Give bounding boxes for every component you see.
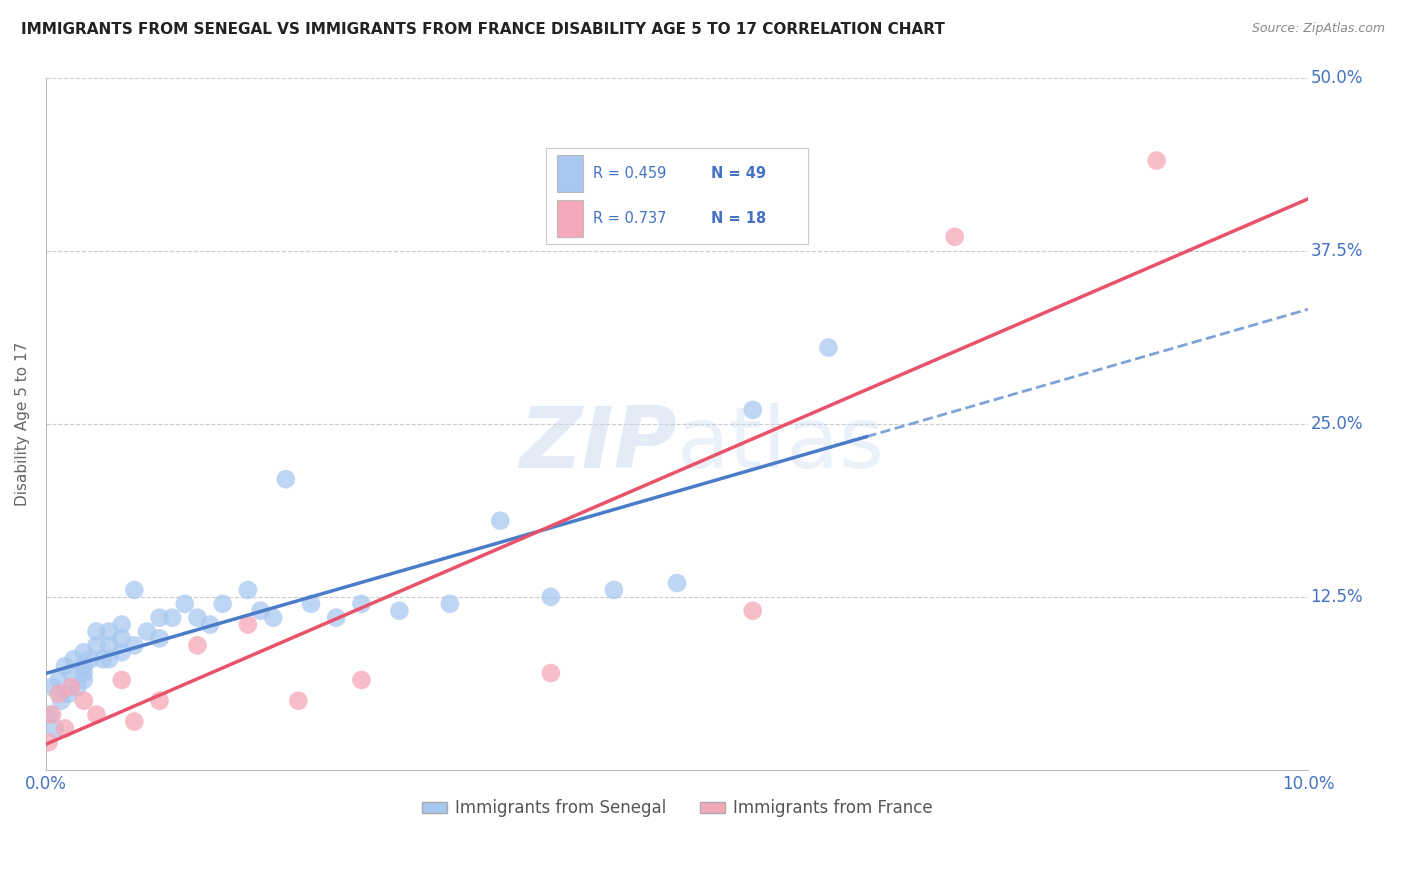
Text: 37.5%: 37.5% bbox=[1310, 242, 1362, 260]
Legend: Immigrants from Senegal, Immigrants from France: Immigrants from Senegal, Immigrants from… bbox=[415, 793, 939, 824]
Point bbox=[148, 610, 170, 624]
Point bbox=[73, 694, 96, 708]
Point bbox=[44, 722, 66, 736]
Point bbox=[111, 673, 134, 687]
Point bbox=[111, 617, 134, 632]
Point bbox=[148, 632, 170, 646]
FancyBboxPatch shape bbox=[557, 200, 583, 236]
Point bbox=[211, 597, 233, 611]
Point bbox=[60, 680, 83, 694]
Point bbox=[325, 610, 347, 624]
Point bbox=[124, 714, 146, 729]
Point bbox=[741, 403, 763, 417]
Point bbox=[236, 582, 259, 597]
Point bbox=[98, 624, 121, 639]
Text: atlas: atlas bbox=[678, 403, 884, 486]
Text: N = 49: N = 49 bbox=[711, 166, 766, 181]
Text: 12.5%: 12.5% bbox=[1310, 588, 1364, 606]
Text: N = 18: N = 18 bbox=[711, 211, 766, 226]
Point bbox=[299, 597, 322, 611]
Point bbox=[1146, 153, 1168, 168]
Point bbox=[173, 597, 195, 611]
Point bbox=[98, 652, 121, 666]
Point bbox=[111, 645, 134, 659]
Point bbox=[388, 604, 411, 618]
Point bbox=[86, 707, 108, 722]
Y-axis label: Disability Age 5 to 17: Disability Age 5 to 17 bbox=[15, 342, 30, 506]
Point bbox=[603, 582, 626, 597]
Point bbox=[943, 229, 966, 244]
Point bbox=[540, 666, 562, 681]
Point bbox=[98, 638, 121, 652]
Point bbox=[236, 617, 259, 632]
Point bbox=[249, 604, 271, 618]
Point bbox=[186, 610, 208, 624]
FancyBboxPatch shape bbox=[557, 155, 583, 192]
Point bbox=[53, 722, 76, 736]
Point bbox=[186, 638, 208, 652]
Point bbox=[37, 735, 59, 749]
Point bbox=[86, 624, 108, 639]
Point bbox=[38, 707, 60, 722]
Point bbox=[817, 341, 839, 355]
Point bbox=[198, 617, 221, 632]
Point bbox=[124, 582, 146, 597]
Point bbox=[79, 652, 101, 666]
Point bbox=[148, 694, 170, 708]
Text: ZIP: ZIP bbox=[519, 403, 678, 486]
Point bbox=[350, 673, 373, 687]
Point bbox=[48, 673, 70, 687]
Text: 50.0%: 50.0% bbox=[1310, 69, 1362, 87]
Point bbox=[124, 638, 146, 652]
Text: R = 0.459: R = 0.459 bbox=[593, 166, 666, 181]
Point bbox=[287, 694, 309, 708]
Point bbox=[60, 666, 83, 681]
Point bbox=[160, 610, 183, 624]
Point bbox=[73, 673, 96, 687]
Point bbox=[111, 632, 134, 646]
Point bbox=[86, 638, 108, 652]
Point bbox=[73, 645, 96, 659]
Text: 25.0%: 25.0% bbox=[1310, 415, 1362, 433]
Point bbox=[666, 576, 689, 591]
Point bbox=[91, 652, 114, 666]
Point bbox=[41, 680, 63, 694]
Point bbox=[350, 597, 373, 611]
Point bbox=[136, 624, 159, 639]
Point bbox=[41, 707, 63, 722]
Point bbox=[540, 590, 562, 604]
Point bbox=[58, 687, 80, 701]
Point bbox=[53, 659, 76, 673]
Point bbox=[274, 472, 297, 486]
Point bbox=[73, 659, 96, 673]
Point bbox=[262, 610, 284, 624]
Point bbox=[73, 666, 96, 681]
Point bbox=[489, 514, 512, 528]
Point bbox=[439, 597, 461, 611]
Point bbox=[66, 680, 89, 694]
Text: Source: ZipAtlas.com: Source: ZipAtlas.com bbox=[1251, 22, 1385, 36]
Text: IMMIGRANTS FROM SENEGAL VS IMMIGRANTS FROM FRANCE DISABILITY AGE 5 TO 17 CORRELA: IMMIGRANTS FROM SENEGAL VS IMMIGRANTS FR… bbox=[21, 22, 945, 37]
Point bbox=[48, 687, 70, 701]
Point bbox=[62, 652, 84, 666]
Text: R = 0.737: R = 0.737 bbox=[593, 211, 666, 226]
Point bbox=[741, 604, 763, 618]
Point bbox=[49, 694, 72, 708]
